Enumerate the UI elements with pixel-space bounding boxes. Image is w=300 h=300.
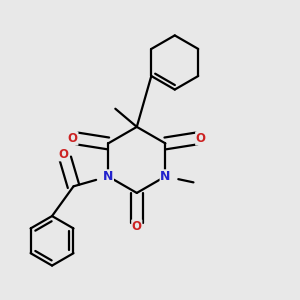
- Text: O: O: [196, 132, 206, 145]
- Text: O: O: [132, 220, 142, 233]
- Text: O: O: [58, 148, 69, 161]
- Text: N: N: [160, 170, 171, 183]
- Text: O: O: [68, 132, 78, 145]
- Text: N: N: [103, 170, 113, 183]
